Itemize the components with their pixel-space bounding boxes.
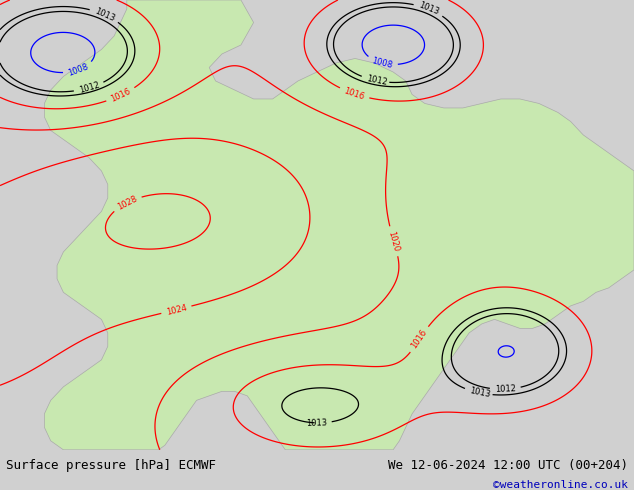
Text: 1016: 1016	[109, 87, 133, 104]
Text: 1020: 1020	[387, 230, 401, 252]
Text: 1024: 1024	[165, 303, 188, 317]
Text: 1016: 1016	[410, 328, 429, 350]
Text: ©weatheronline.co.uk: ©weatheronline.co.uk	[493, 480, 628, 490]
Text: 1012: 1012	[365, 74, 388, 87]
Text: 1012: 1012	[495, 384, 516, 394]
Text: 1008: 1008	[67, 62, 90, 78]
Text: 1013: 1013	[417, 1, 440, 17]
Text: 1012: 1012	[77, 80, 100, 95]
Polygon shape	[44, 0, 634, 450]
Text: We 12-06-2024 12:00 UTC (00+204): We 12-06-2024 12:00 UTC (00+204)	[387, 460, 628, 472]
Text: 1008: 1008	[371, 56, 394, 70]
Text: 1028: 1028	[115, 194, 139, 212]
Text: 1013: 1013	[469, 386, 491, 399]
Text: 1016: 1016	[343, 86, 366, 101]
Text: Surface pressure [hPa] ECMWF: Surface pressure [hPa] ECMWF	[6, 460, 216, 472]
Text: 1013: 1013	[306, 418, 327, 428]
Text: 1013: 1013	[93, 6, 116, 23]
